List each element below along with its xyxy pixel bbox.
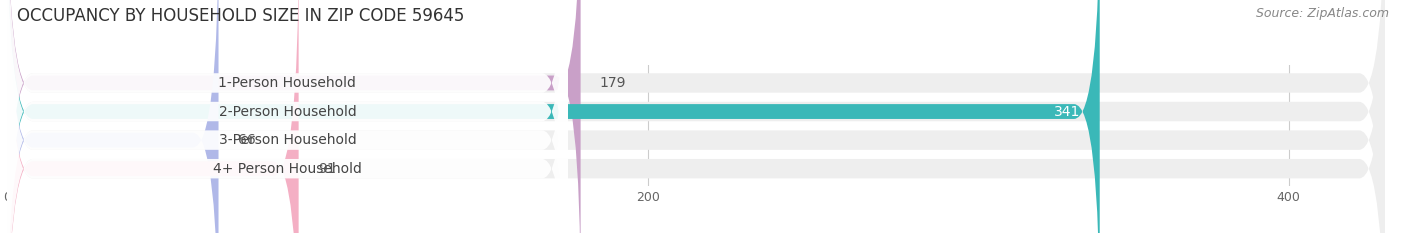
Text: 66: 66 [238, 133, 256, 147]
FancyBboxPatch shape [7, 0, 568, 233]
Text: 179: 179 [600, 76, 626, 90]
Text: 341: 341 [1054, 105, 1080, 119]
FancyBboxPatch shape [7, 0, 1099, 233]
Text: OCCUPANCY BY HOUSEHOLD SIZE IN ZIP CODE 59645: OCCUPANCY BY HOUSEHOLD SIZE IN ZIP CODE … [17, 7, 464, 25]
Text: 1-Person Household: 1-Person Household [218, 76, 356, 90]
FancyBboxPatch shape [7, 0, 298, 233]
FancyBboxPatch shape [7, 0, 1385, 233]
Text: 4+ Person Household: 4+ Person Household [212, 162, 361, 176]
Text: 3-Person Household: 3-Person Household [218, 133, 356, 147]
Text: 2-Person Household: 2-Person Household [218, 105, 356, 119]
FancyBboxPatch shape [7, 0, 581, 233]
FancyBboxPatch shape [7, 0, 568, 233]
FancyBboxPatch shape [7, 0, 1385, 233]
FancyBboxPatch shape [7, 0, 218, 233]
FancyBboxPatch shape [7, 0, 568, 233]
Text: 91: 91 [318, 162, 336, 176]
FancyBboxPatch shape [7, 0, 568, 233]
Text: Source: ZipAtlas.com: Source: ZipAtlas.com [1256, 7, 1389, 20]
FancyBboxPatch shape [7, 0, 1385, 233]
FancyBboxPatch shape [7, 0, 1385, 233]
